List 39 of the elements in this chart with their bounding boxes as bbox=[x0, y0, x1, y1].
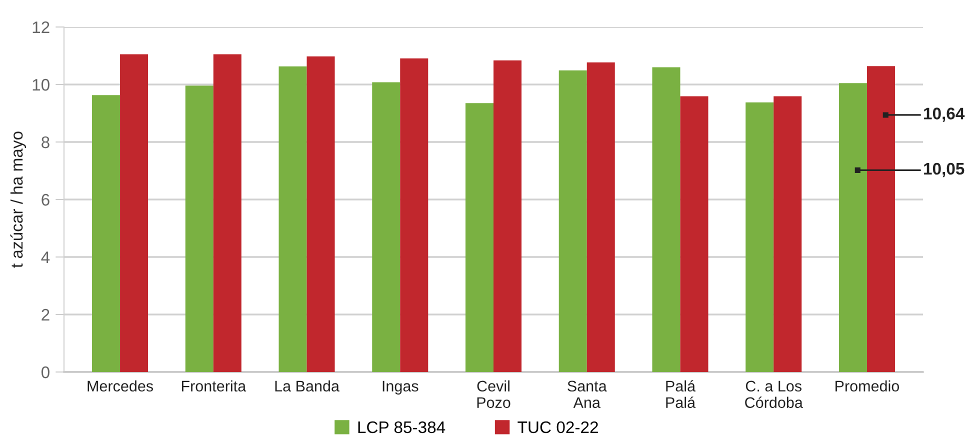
y-tick-label: 12 bbox=[32, 21, 50, 34]
x-tick-label: Santa Ana bbox=[568, 380, 607, 408]
bar bbox=[494, 60, 522, 372]
bar bbox=[306, 56, 335, 372]
bar bbox=[400, 58, 428, 372]
y-tick-label: 4 bbox=[41, 252, 50, 264]
x-tick-label: Mercedes bbox=[88, 380, 154, 392]
x-tick-label: Cevil Pozo bbox=[477, 380, 510, 408]
bar bbox=[838, 83, 867, 372]
bar bbox=[866, 66, 895, 372]
bar bbox=[746, 102, 774, 372]
x-tick-label: C. a Los Córdoba bbox=[745, 380, 803, 408]
bar bbox=[680, 96, 708, 372]
bar bbox=[185, 86, 214, 372]
text: 10,05 bbox=[924, 162, 964, 178]
bar bbox=[652, 67, 680, 372]
y-tick-label: 0 bbox=[41, 366, 50, 378]
y-tick-label: 10 bbox=[32, 78, 50, 91]
x-tick-label: Palá Palá bbox=[666, 380, 696, 408]
y-axis-title: t azúcar / ha mayo bbox=[10, 132, 26, 268]
bar bbox=[558, 70, 587, 372]
legend-label: TUC 02-22 bbox=[518, 421, 598, 434]
text: 10,64 bbox=[924, 108, 965, 122]
bar bbox=[372, 82, 400, 372]
bar bbox=[92, 95, 120, 372]
bar bbox=[586, 62, 615, 372]
bar bbox=[774, 96, 802, 372]
y-tick-label: 2 bbox=[42, 308, 50, 321]
y-tick-label: 6 bbox=[42, 194, 50, 206]
bar bbox=[465, 103, 494, 372]
y-tick-label: 8 bbox=[42, 136, 50, 148]
bar bbox=[213, 54, 242, 372]
x-tick-label: Fronterita bbox=[182, 380, 246, 392]
x-tick-label: Ingas bbox=[382, 380, 418, 395]
bar bbox=[120, 54, 148, 372]
legend-label: LCP 85-384 bbox=[358, 421, 446, 434]
x-tick-label: Promedio bbox=[836, 380, 900, 392]
bar bbox=[278, 66, 307, 372]
x-tick-label: La Banda bbox=[275, 380, 340, 392]
